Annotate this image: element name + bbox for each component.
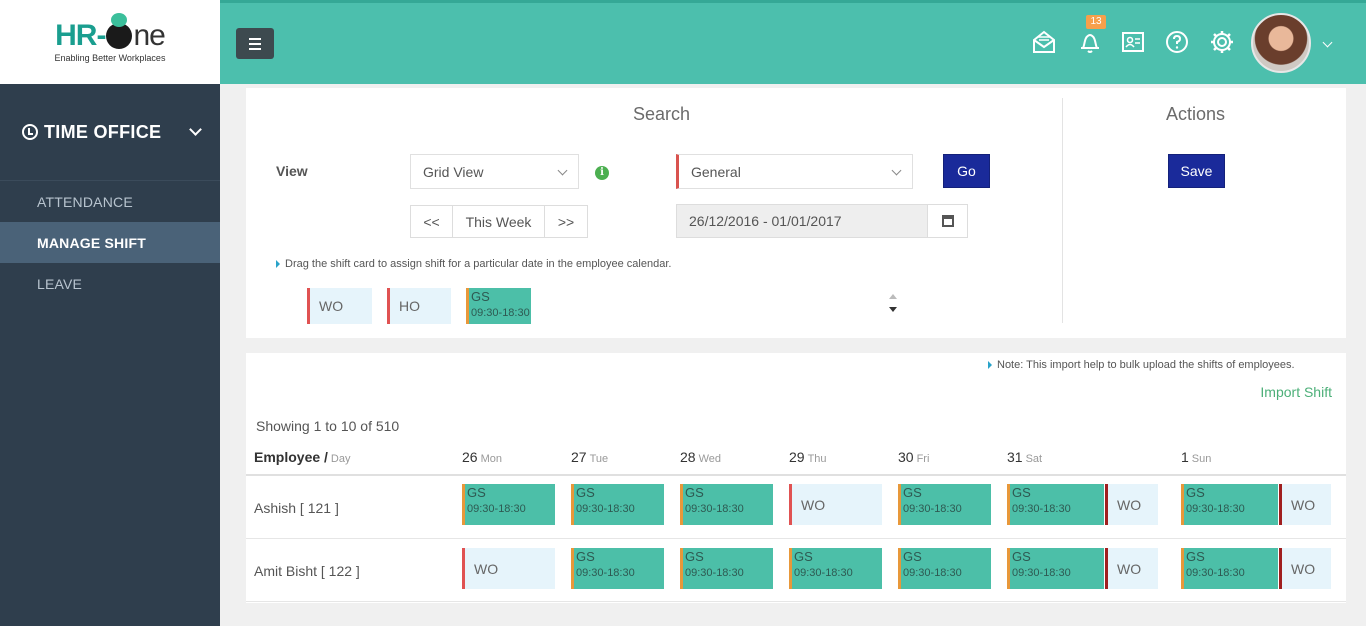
search-panel: Search Actions View Grid View i General … [246,88,1346,338]
shift-cell-gs[interactable]: GS 09:30-18:30 [571,484,664,525]
calendar-button[interactable] [927,205,967,237]
user-avatar[interactable] [1251,13,1311,73]
caret-right-icon [276,260,280,268]
shift-cell-wo[interactable]: WO [1105,548,1158,589]
gear-icon[interactable] [1209,29,1235,55]
shift-cell-wo[interactable]: WO [789,484,882,525]
shift-cell-gs[interactable]: GS 09:30-18:30 [680,484,773,525]
date-range-value: 26/12/2016 - 01/01/2017 [689,213,842,229]
sidebar: TIME OFFICE ATTENDANCE MANAGE SHIFT LEAV… [0,84,220,626]
search-title: Search [633,104,691,124]
calendar-icon [941,215,954,227]
scroll-up-icon[interactable] [889,294,897,299]
shift-cell-gs[interactable]: GS 09:30-18:30 [898,548,991,589]
prev-week-button[interactable]: << [411,206,453,237]
pagination-summary: Showing 1 to 10 of 510 [256,418,400,434]
view-label: View [276,163,308,179]
go-button[interactable]: Go [943,154,990,188]
shift-group-value: General [691,163,741,180]
sidebar-item-label: LEAVE [37,275,83,292]
drag-hint: Drag the shift card to assign shift for … [276,258,671,270]
week-navigator: << This Week >> [410,205,588,238]
shift-card-ho[interactable]: HO [387,288,451,324]
id-card-icon[interactable] [1120,29,1146,55]
logo-tagline: Enabling Better Workplaces [54,53,166,63]
chevron-down-icon[interactable] [1322,37,1333,48]
day-header-31: 31 Sat [1007,449,1043,465]
bell-icon[interactable] [1077,29,1103,55]
actions-title: Actions [1166,104,1226,124]
employee-name: Amit Bisht [ 122 ] [254,563,360,579]
shift-cell-wo[interactable]: WO [1279,484,1331,525]
shift-cell-gs[interactable]: GS 09:30-18:30 [1181,484,1278,525]
day-header-28: 28 Wed [680,449,721,465]
info-icon[interactable]: i [595,166,609,180]
save-button[interactable]: Save [1168,154,1225,188]
sidebar-item-label: ATTENDANCE [37,193,133,210]
notification-count-badge: 13 [1086,15,1106,29]
this-week-button[interactable]: This Week [453,206,545,237]
shift-card-gs[interactable]: GS 09:30-18:30 [466,288,531,324]
shift-cell-gs[interactable]: GS 09:30-18:30 [680,548,773,589]
logo[interactable]: HR-ne Enabling Better Workplaces [0,0,220,84]
employee-column-header: Employee / Day [254,449,351,465]
shift-cell-wo[interactable]: WO [1105,484,1158,525]
shift-cell-gs[interactable]: GS 09:30-18:30 [1007,484,1104,525]
next-week-button[interactable]: >> [557,213,575,230]
import-note: Note: This import help to bulk upload th… [988,359,1295,371]
day-header-27: 27 Tue [571,449,609,465]
clock-icon [22,124,38,140]
top-header: 13 [220,0,1366,84]
employee-name: Ashish [ 121 ] [254,500,339,516]
shift-cell-gs[interactable]: GS 09:30-18:30 [462,484,555,525]
module-title: TIME OFFICE [44,121,162,142]
chevron-down-icon[interactable] [189,122,202,136]
day-header-29: 29 Thu [789,449,827,465]
shift-cell-gs[interactable]: GS 09:30-18:30 [898,484,991,525]
shift-cell-gs[interactable]: GS 09:30-18:30 [1181,548,1278,589]
shift-cell-wo[interactable]: WO [1279,548,1331,589]
view-select[interactable]: Grid View [410,154,579,189]
caret-right-icon [988,361,992,369]
sidebar-item-label: MANAGE SHIFT [37,234,146,251]
ant-logo-icon [106,13,133,49]
shift-group-select[interactable]: General [676,154,913,189]
import-shift-link[interactable]: Import Shift [1260,384,1332,400]
scroll-down-icon[interactable] [889,307,897,312]
view-select-value: Grid View [423,163,484,180]
shift-cell-wo[interactable]: WO [462,548,555,589]
card-scroller[interactable] [886,290,900,324]
sidebar-item-manage-shift[interactable]: MANAGE SHIFT [0,222,220,263]
help-icon[interactable] [1164,29,1190,55]
shift-card-wo[interactable]: WO [307,288,372,324]
menu-toggle-button[interactable] [236,28,274,59]
chevron-down-icon [891,165,902,176]
shift-cell-gs[interactable]: GS 09:30-18:30 [571,548,664,589]
day-header-26: 26 Mon [462,449,502,465]
day-header-1: 1 Sun [1181,449,1212,465]
shift-grid-panel: Note: This import help to bulk upload th… [246,353,1346,603]
shift-cell-gs[interactable]: GS 09:30-18:30 [789,548,882,589]
logo-wordmark: HR-ne [55,13,166,52]
module-header-time-office[interactable]: TIME OFFICE [0,84,220,180]
day-header-30: 30 Fri [898,449,930,465]
shift-cell-gs[interactable]: GS 09:30-18:30 [1007,548,1104,589]
chevron-down-icon [557,165,568,176]
sidebar-item-attendance[interactable]: ATTENDANCE [0,181,220,222]
mail-icon[interactable] [1031,29,1057,55]
sidebar-item-leave[interactable]: LEAVE [0,263,220,304]
date-range-input[interactable]: 26/12/2016 - 01/01/2017 [676,204,968,238]
